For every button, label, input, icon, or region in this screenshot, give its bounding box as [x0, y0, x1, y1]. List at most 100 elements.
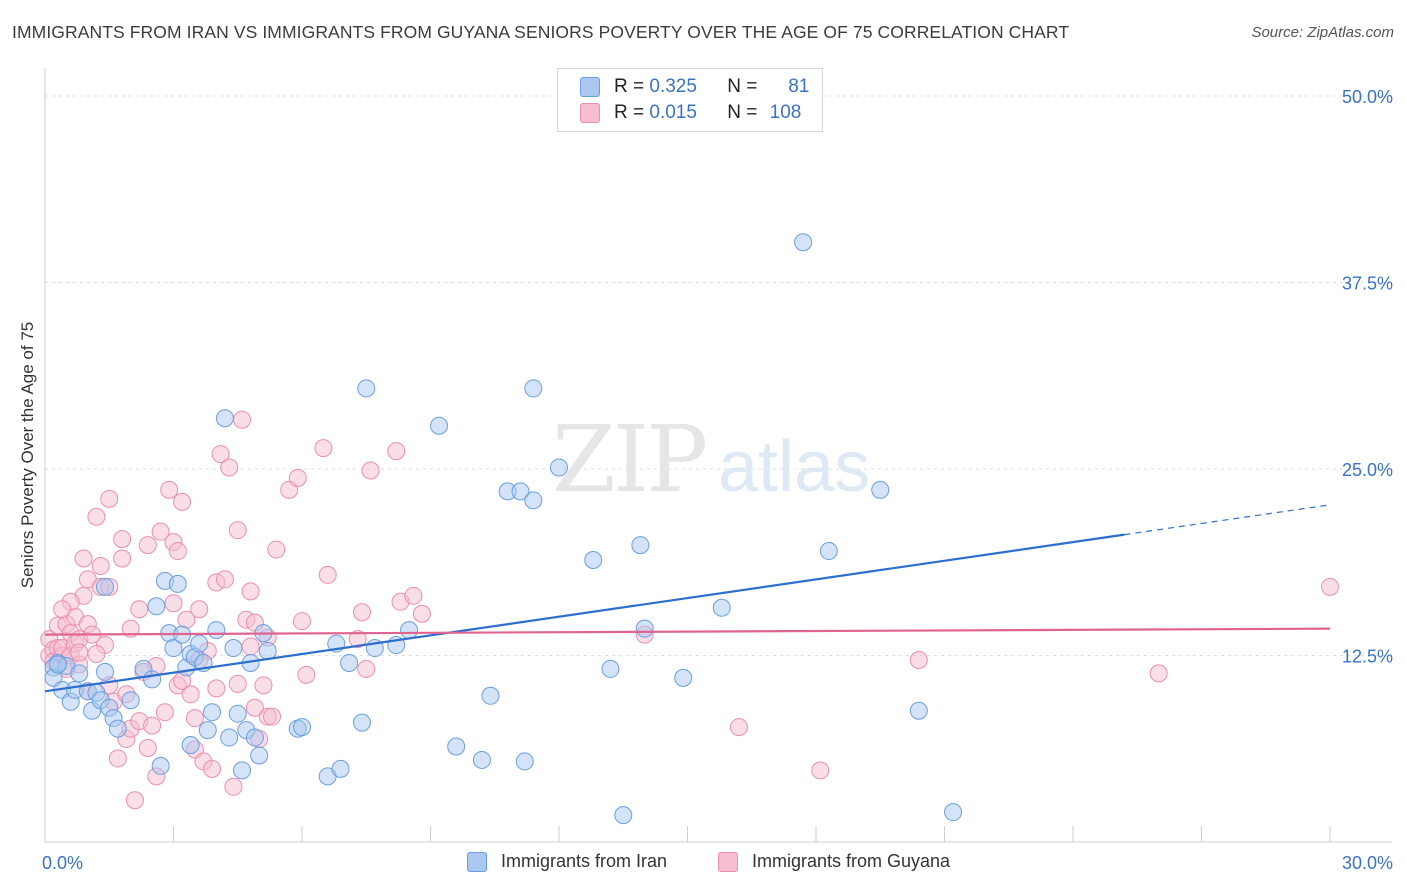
bottom-legend-iran: Immigrants from Iran [467, 851, 667, 872]
legend-row-iran: R = 0.325 N = 81 [580, 74, 809, 100]
guyana-point [113, 549, 132, 568]
iran-point [108, 719, 127, 738]
bottom-legend-swatch-guyana [718, 851, 738, 872]
chart-title: IMMIGRANTS FROM IRAN VS IMMIGRANTS FROM … [12, 22, 1070, 42]
iran-point [352, 713, 371, 732]
guyana-point [224, 777, 243, 796]
iran-point [550, 458, 568, 477]
iran-point [674, 668, 693, 687]
iran-point [181, 736, 200, 755]
guyana-point [288, 468, 307, 487]
series-iran-points [44, 233, 963, 825]
guyana-point [1321, 577, 1339, 596]
guyana-point [314, 439, 333, 458]
iran-point [712, 598, 731, 617]
guyana-point [1149, 664, 1168, 683]
iran-point [430, 416, 449, 435]
iran-point [794, 233, 813, 252]
legend-r-value-guyana: 0.015 [649, 102, 697, 123]
y-tick-label: 25.0% [1342, 460, 1393, 480]
guyana-point [173, 492, 192, 511]
trend-line-iran [44, 533, 1125, 693]
guyana-point [143, 716, 162, 735]
guyana-point [160, 480, 179, 499]
guyana-point [87, 507, 106, 526]
guyana-point [241, 637, 260, 656]
guyana-point [130, 600, 149, 619]
guyana-point [729, 718, 748, 737]
watermark: ZIP atlas [552, 406, 870, 513]
iran-point [143, 670, 162, 689]
iran-point [584, 551, 603, 570]
guyana-point [164, 594, 183, 613]
bottom-legend-label-guyana: Immigrants from Guyana [752, 851, 951, 871]
x-tick-label-min: 0.0% [42, 853, 83, 873]
iran-point [631, 536, 650, 555]
iran-point [198, 721, 217, 740]
guyana-point [228, 674, 247, 693]
guyana-point [151, 522, 170, 541]
guyana-point [215, 570, 234, 589]
iran-point [48, 655, 67, 674]
watermark-atlas: atlas [718, 427, 870, 507]
iran-point [207, 621, 226, 640]
x-tick-label-max: 30.0% [1342, 853, 1393, 873]
y-tick-labels: 12.5% 25.0% 37.5% 50.0% [1342, 87, 1393, 667]
iran-point [400, 621, 419, 640]
legend-n-value-guyana: 108 [769, 102, 802, 123]
guyana-point [233, 410, 252, 429]
iran-point [601, 659, 620, 678]
guyana-point [211, 445, 230, 464]
iran-point [511, 482, 530, 501]
iran-point [819, 542, 838, 561]
guyana-point [74, 549, 93, 568]
y-tick-label: 12.5% [1342, 647, 1393, 667]
iran-point [190, 634, 209, 653]
trend-line-guyana [44, 627, 1331, 636]
iran-point [340, 653, 359, 672]
guyana-point [203, 759, 222, 778]
iran-point [258, 642, 277, 661]
guyana-point [108, 749, 127, 768]
iran-point [95, 577, 114, 596]
guyana-point [121, 619, 140, 638]
iran-point [147, 597, 166, 616]
iran-point [614, 806, 633, 825]
iran-point [909, 701, 928, 720]
iran-point [250, 746, 269, 765]
guyana-point [361, 461, 380, 480]
iran-point [70, 664, 89, 683]
guyana-point [207, 679, 226, 698]
legend-n-label-iran: N = [727, 76, 758, 97]
iran-point [524, 491, 543, 510]
guyana-point [263, 707, 282, 726]
iran-point [357, 379, 376, 398]
guyana-point [352, 603, 371, 622]
guyana-point [190, 600, 209, 619]
iran-point [245, 728, 264, 747]
iran-point [472, 750, 491, 769]
iran-point [944, 803, 963, 822]
guyana-point [220, 458, 239, 477]
iran-point [215, 409, 234, 428]
iran-point [635, 619, 654, 638]
guyana-point [155, 703, 174, 722]
legend-n-label-guyana: N = [727, 102, 758, 123]
iran-point [871, 480, 890, 499]
bottom-legend-label-iran: Immigrants from Iran [501, 851, 668, 871]
legend-r-label-iran: R = [614, 76, 645, 97]
trend-line-iran-extension [1124, 504, 1331, 536]
guyana-point [348, 630, 367, 649]
guyana-point [181, 685, 200, 704]
iran-point [481, 686, 500, 705]
guyana-point [228, 521, 247, 540]
iran-point [447, 737, 466, 756]
iran-point [168, 574, 187, 593]
guyana-point [241, 582, 260, 601]
guyana-point [811, 761, 830, 780]
legend-swatch-iran [580, 77, 600, 97]
guyana-point [293, 612, 311, 631]
iran-point [151, 756, 170, 775]
iran-point [524, 379, 543, 398]
